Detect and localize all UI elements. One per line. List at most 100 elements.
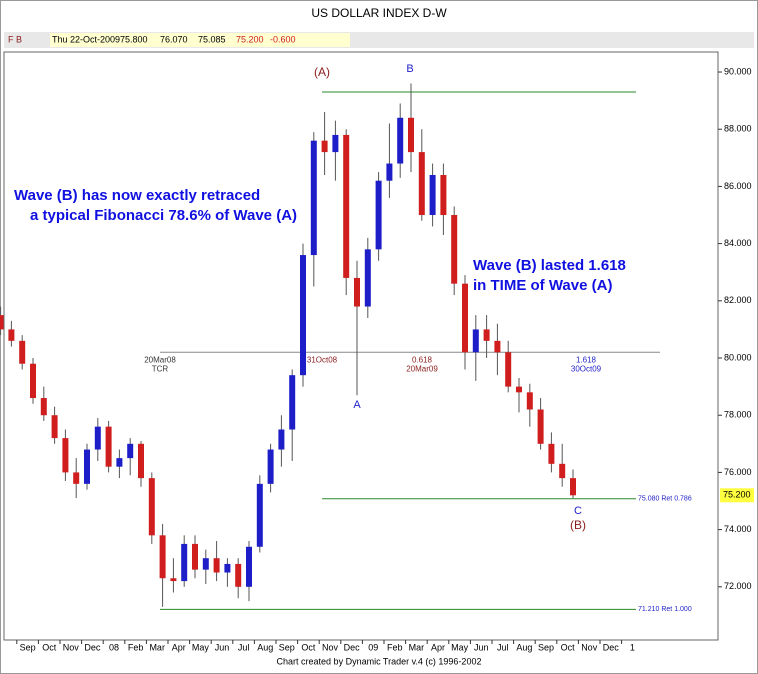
info-item: 75.800 [120,34,148,44]
candle-body [516,386,522,393]
candle-body [84,449,90,484]
candle-body [94,426,101,450]
x-tick-label: Dec [344,642,361,652]
wave-label: B [406,63,413,75]
x-tick-label: Apr [431,642,445,652]
x-tick-label: Nov [322,642,339,652]
candle-body [289,375,296,430]
candle-body [343,134,350,278]
candle-body [462,283,468,353]
candle-body [51,415,58,439]
y-tick-label: 74.000 [724,524,752,534]
y-tick-label: 90.000 [724,66,752,76]
x-tick-label: Sep [20,642,36,652]
chart-title: US DOLLAR INDEX D-W [311,6,447,20]
candle-body [310,140,317,256]
candle-body [19,340,26,364]
x-tick-label: 09 [368,642,378,652]
x-tick-label: Dec [84,642,101,652]
wave-label: A [353,399,361,411]
x-tick-label: May [451,642,469,652]
candle-body [138,443,144,479]
info-item: -0.600 [270,34,296,44]
footer: Chart created by Dynamic Trader v.4 (c) … [277,656,482,666]
x-tick-label: Oct [561,642,576,652]
candle-body [440,174,447,216]
x-tick-label: Feb [387,642,403,652]
time-label: TCR [152,364,169,373]
candle-body [213,558,220,573]
candle-body [40,398,47,416]
level-label: 75.080 Ret 0.786 [638,496,692,503]
candle-body [159,535,166,579]
candle-body [192,543,198,570]
x-tick-label: Jul [238,642,250,652]
x-tick-label: Apr [172,642,186,652]
candle-body [8,329,15,341]
x-tick-label: Jun [215,642,230,652]
candle-body [451,215,458,284]
candle-body [570,478,576,496]
candle-body [472,329,479,353]
x-tick-label: Sep [538,642,554,652]
x-tick-label: Mar [409,642,425,652]
time-label: 20Mar08 [144,355,176,364]
time-label: 20Mar09 [406,364,438,373]
candle-body [526,392,533,410]
candle-body [483,329,490,341]
candle-body [267,449,274,484]
candle-body [170,578,177,582]
wave-label: (A) [314,65,330,79]
y-tick-label: 72.000 [724,581,752,591]
candle-body [30,363,36,399]
candle-body [321,140,328,153]
x-tick-label: Nov [63,642,80,652]
wave-label: (B) [570,518,586,532]
wave-label: C [574,505,582,517]
time-label: 31Oct08 [307,355,338,364]
y-tick-label: 80.000 [724,352,752,362]
y-tick-label: 78.000 [724,410,752,420]
candle-body [105,426,112,467]
y-tick-label: 84.000 [724,238,752,248]
candle-body [408,117,414,153]
x-tick-label: 08 [109,642,119,652]
annotation-line: in TIME of Wave (A) [473,277,612,294]
time-label: 1.618 [576,355,597,364]
annotation-line: Wave (B) lasted 1.618 [473,257,626,274]
candle-body [202,558,209,570]
x-tick-label: Dec [603,642,620,652]
candle-body [332,134,339,153]
candle-body [62,438,69,473]
x-tick-label: Aug [257,642,273,652]
x-tick-label: Jul [497,642,509,652]
time-label: 0.618 [412,355,433,364]
plot-frame [3,51,719,641]
candle-body [246,546,252,587]
candle-body [375,180,382,250]
candle-body [127,443,134,459]
x-tick-label: Jun [474,642,489,652]
x-tick-label: Aug [516,642,532,652]
info-item: Thu 22-Oct-2009 [52,34,120,44]
candle-body [354,277,360,307]
candle-body [494,340,501,353]
y-tick-label: 76.000 [724,467,752,477]
price-tag-box [720,488,754,503]
candle-body [386,163,393,181]
x-tick-label: Feb [128,642,144,652]
candle-body [278,429,285,450]
y-tick-label: 82.000 [724,295,752,305]
annotation-line: a typical Fibonacci 78.6% of Wave (A) [30,207,297,224]
candle-body [235,563,242,587]
candle-body [224,563,231,573]
x-tick-label: 1 [630,642,635,652]
info-item: 76.070 [160,34,188,44]
info-box [50,33,350,47]
candle-body [181,543,188,582]
candle-body [537,409,544,444]
candle-body [559,463,566,479]
info-item: F B [8,34,22,44]
y-tick-label: 86.000 [724,181,752,191]
